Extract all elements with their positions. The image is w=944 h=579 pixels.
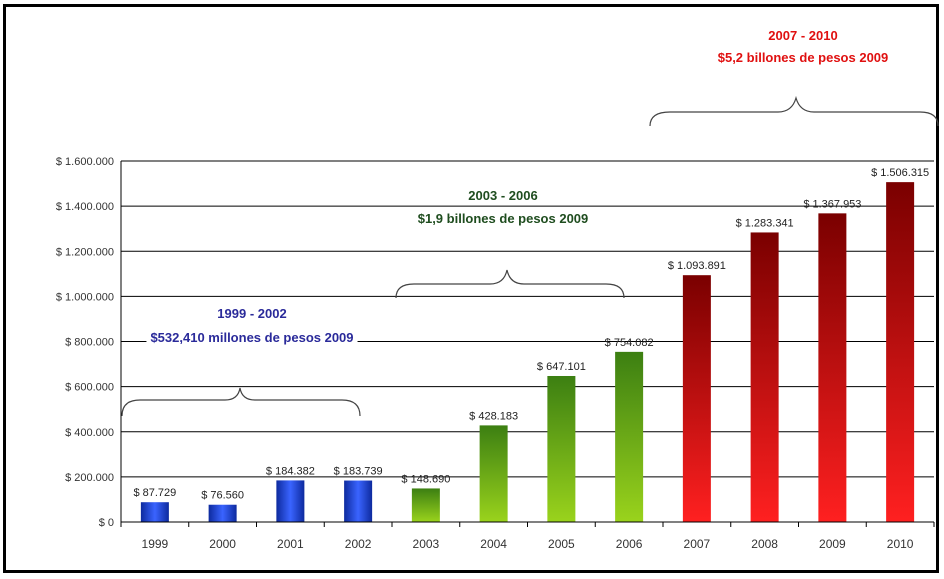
brace-1999-2002 [121,387,361,417]
y-tick-label: $ 1.200.000 [56,246,114,258]
data-label-2010: $ 1.506.315 [871,167,929,179]
group-2003-2006-amount: $1,9 billones de pesos 2009 [418,211,589,226]
bars [140,182,915,523]
x-tick-label: 2002 [345,537,372,551]
data-label-2000: $ 76.560 [201,490,244,502]
data-label-1999: $ 87.729 [133,487,176,499]
data-label-2009: $ 1.367.953 [803,198,861,210]
bar-2007 [682,275,711,522]
y-tick-label: $ 1.600.000 [56,156,114,168]
y-axis: $ 0 $ 200.000 $ 400.000 $ 600.000 $ 800.000 $… [56,156,122,529]
x-tick-label: 2006 [616,537,643,551]
x-tick-label: 2000 [209,537,236,551]
bar-2004 [479,425,508,522]
y-tick-label: $ 1.400.000 [56,201,114,213]
bar-2009 [818,213,847,523]
x-tick-label: 2001 [277,537,304,551]
data-label-2001: $ 184.382 [266,465,315,477]
label-backdrop [713,49,893,66]
data-label-2006: $ 754.082 [605,337,654,349]
group-1999-2002-amount: $532,410 millones de pesos 2009 [150,330,353,345]
data-label-2004: $ 428.183 [469,410,518,422]
x-tick-label: 2007 [684,537,711,551]
label-backdrop [213,305,291,322]
x-tick-label: 2008 [751,537,778,551]
x-tick-label: 2009 [819,537,846,551]
y-tick-label: $ 1.000.000 [56,291,114,303]
y-tick-label: $ 400.000 [65,427,114,439]
y-tick-label: $ 200.000 [65,472,114,484]
data-label-2008: $ 1.283.341 [736,217,794,229]
chart-frame [3,4,939,573]
bar-2001 [276,480,305,522]
bar-2008 [750,232,779,523]
bar-1999 [140,502,169,522]
x-tick-label: 2004 [480,537,507,551]
brace-2003-2006 [395,269,625,299]
y-tick-label: $ 800.000 [65,337,114,349]
bar-2005 [547,375,576,522]
x-tick-label: 2010 [887,537,914,551]
label-backdrop [464,187,542,204]
group-annotations: 1999 - 2002 $532,410 millones de pesos 2… [121,27,939,417]
x-tick-label: 2003 [413,537,440,551]
x-tick-label: 1999 [142,537,169,551]
data-labels: $ 87.729 $ 76.560 $ 184.382 $ 183.739 $ 148.… [133,167,929,502]
data-label-2007: $ 1.093.891 [668,260,726,272]
y-tick-label: $ 0 [99,517,114,529]
bar-2006 [615,351,644,522]
x-tick-label: 2005 [548,537,575,551]
brace-2007-2010 [649,95,939,127]
group-2007-2010-range: 2007 - 2010 [768,28,837,43]
data-label-2003: $ 148.690 [401,473,450,485]
label-backdrop [413,210,593,227]
group-2007-2010-amount: $5,2 billones de pesos 2009 [718,50,889,65]
bar-2010 [886,182,915,522]
x-axis: 1999 2000 2001 2002 2003 2004 2005 2006 2007 2008… [120,521,935,551]
label-backdrop [146,329,358,346]
group-1999-2002-range: 1999 - 2002 [217,306,286,321]
data-label-2005: $ 647.101 [537,361,586,373]
label-backdrop [764,27,842,44]
bar-2003 [411,488,440,522]
data-label-2002: $ 183.739 [334,466,383,478]
group-2003-2006-range: 2003 - 2006 [468,188,537,203]
bar-2002 [344,480,373,522]
y-tick-label: $ 600.000 [65,382,114,394]
bar-2000 [208,504,237,522]
